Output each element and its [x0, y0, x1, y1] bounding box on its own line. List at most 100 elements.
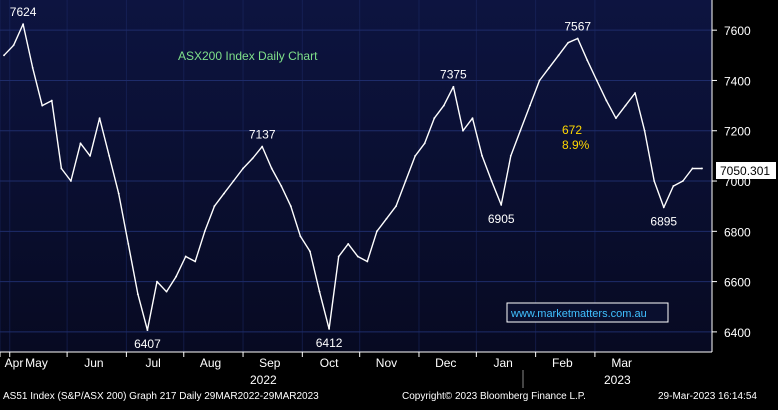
watermark-text: www.marketmatters.com.au	[510, 308, 647, 320]
data-point	[60, 167, 63, 170]
x-tick-label: Mar	[611, 356, 632, 370]
x-tick-label: Sep	[259, 356, 281, 370]
axis-background	[712, 0, 778, 388]
data-point	[79, 142, 82, 145]
data-point	[3, 54, 5, 57]
data-point	[414, 154, 417, 157]
annotation-label: 7567	[564, 19, 591, 33]
data-point	[672, 185, 675, 187]
data-point	[500, 204, 503, 206]
data-point	[318, 290, 321, 293]
data-point	[223, 192, 225, 195]
plot-background	[0, 0, 712, 352]
y-tick-label: 7400	[724, 74, 751, 88]
xaxis-background	[0, 352, 712, 388]
footer-right: 29-Mar-2023 16:14:54	[658, 391, 757, 402]
last-value-box	[716, 162, 776, 179]
annotation-label: 7137	[249, 128, 276, 142]
data-point	[156, 280, 158, 283]
data-point	[395, 205, 397, 208]
data-point	[89, 154, 91, 157]
y-tick-label: 6400	[724, 326, 751, 340]
data-point	[471, 117, 474, 120]
y-tick-label: 7200	[724, 125, 751, 139]
x-tick-label: Nov	[376, 356, 397, 370]
data-point	[385, 217, 388, 220]
data-point	[232, 180, 235, 182]
data-point	[299, 235, 302, 238]
data-point	[615, 117, 617, 120]
data-point	[624, 104, 627, 107]
x-tick-label: Jan	[493, 356, 512, 370]
data-point	[404, 180, 407, 182]
data-point	[194, 260, 197, 263]
data-point	[557, 54, 560, 57]
data-point	[433, 117, 436, 120]
data-point	[366, 260, 369, 263]
data-point	[12, 44, 15, 47]
annotation-label: 6407	[134, 337, 161, 351]
data-point	[108, 154, 111, 157]
data-point	[376, 230, 378, 233]
x-tick-label: Apr	[5, 356, 24, 370]
data-point	[442, 104, 445, 107]
data-point	[251, 157, 254, 160]
series-line	[3, 23, 702, 331]
data-point	[213, 205, 216, 208]
footer-center: Copyright© 2023 Bloomberg Finance L.P.	[402, 391, 586, 402]
watermark-box	[506, 302, 669, 323]
annotation-label: 6905	[488, 212, 515, 226]
x-tick-label: Jun	[84, 356, 103, 370]
last-value-label: 7050.301	[720, 164, 770, 178]
data-point	[261, 145, 264, 148]
data-point	[462, 129, 464, 132]
year-label-2022: 2022	[250, 373, 277, 387]
highlight-points: 672	[562, 123, 582, 137]
data-point	[452, 85, 455, 88]
data-point	[634, 92, 636, 94]
data-point	[662, 206, 665, 209]
x-tick-label: Oct	[320, 356, 339, 370]
annotation-label: 7624	[10, 5, 37, 19]
footer-left: AS51 Index (S&P/ASX 200) Graph 217 Daily…	[3, 391, 319, 402]
data-point	[175, 275, 178, 278]
data-point	[701, 167, 703, 170]
data-point	[481, 154, 483, 157]
data-point	[691, 167, 694, 170]
data-point	[519, 129, 522, 132]
x-tick-label: Feb	[552, 356, 573, 370]
data-point	[31, 66, 34, 69]
data-point	[528, 104, 531, 107]
data-point	[538, 79, 541, 82]
year-label-2023: 2023	[604, 373, 631, 387]
data-point	[423, 142, 426, 145]
x-tick-label: May	[25, 356, 48, 370]
data-point	[203, 230, 206, 233]
annotation-label: 7375	[440, 68, 467, 82]
annotation-label: 6895	[650, 214, 677, 228]
data-point	[136, 293, 139, 296]
x-tick-label: Dec	[435, 356, 456, 370]
data-point	[50, 99, 53, 102]
data-point	[117, 192, 120, 195]
data-point	[681, 180, 684, 182]
data-point	[242, 167, 244, 170]
data-point	[289, 205, 292, 208]
data-point	[586, 59, 589, 62]
data-point	[490, 180, 493, 182]
data-point	[653, 180, 656, 182]
x-tick-label: Jul	[145, 356, 160, 370]
y-tick-label: 7600	[724, 24, 751, 38]
data-point	[548, 66, 550, 69]
data-point	[70, 180, 72, 182]
footer-bar: AS51 Index (S&P/ASX 200) Graph 217 Daily…	[0, 388, 778, 405]
data-point	[184, 255, 187, 258]
data-point	[567, 41, 570, 44]
data-point	[146, 329, 149, 332]
data-point	[576, 37, 579, 40]
data-point	[509, 154, 512, 157]
data-point	[270, 167, 273, 170]
data-point	[22, 23, 25, 26]
data-point	[328, 327, 330, 330]
